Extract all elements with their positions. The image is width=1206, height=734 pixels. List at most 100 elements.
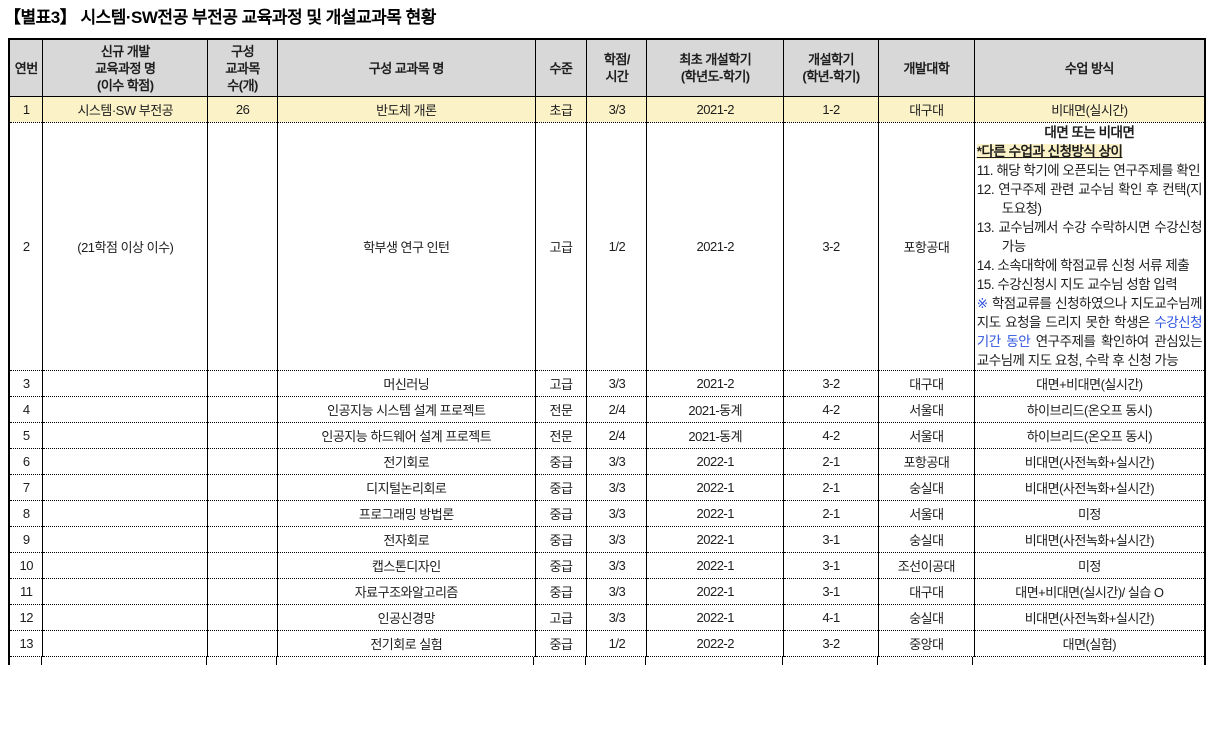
cell-curriculum: [42, 422, 209, 449]
cell-level: 중급: [534, 448, 588, 475]
table-header: 연번 신규 개발 교육과정 명 (이수 학점) 구성 교과목 수(개) 구성 교과목 …: [8, 38, 1206, 97]
page-title: 【별표3】 시스템·SW전공 부전공 교육과정 및 개설교과목 현황: [4, 8, 436, 27]
table-row: 2 (21학점 이상 이수) 학부생 연구 인턴 고급 1/2 2021-2 3-2 포항공대…: [8, 122, 1206, 371]
cell-no: 7: [8, 474, 44, 501]
cell-university: 숭실대: [877, 604, 975, 631]
cell-subject-name: 전기회로: [277, 448, 536, 475]
method-step: 11. 해당 학기에 오픈되는 연구주제를 확인: [976, 163, 1201, 178]
cell-credit-hours: 3/3: [586, 96, 648, 123]
cell-level: 초급: [534, 96, 588, 123]
method-warning: *다른 수업과 신청방식 상이: [976, 144, 1123, 159]
cell-subject-count: [207, 448, 279, 475]
cell-subject-count: [207, 370, 279, 397]
cell-first-semester: 2022-1: [646, 526, 785, 553]
cell-curriculum: [42, 500, 209, 527]
cell-class-method: 대면(실험): [973, 630, 1206, 657]
header-subject-name: 구성 교과목 명: [277, 38, 536, 97]
cell-curriculum: [42, 474, 209, 501]
table-row: 3 머신러닝 고급 3/3 2021-2 3-2 대구대 대면+비대면(실시간): [8, 370, 1206, 397]
cell-first-semester: 2022-1: [646, 552, 785, 579]
cell-university: 서울대: [877, 396, 975, 423]
cell-university: 서울대: [877, 422, 975, 449]
cell-level: 중급: [534, 578, 588, 605]
cell-subject-name: 자료구조와알고리즘: [277, 578, 536, 605]
cell-subject-name: 학부생 연구 인턴: [277, 122, 536, 371]
cell-credit-hours: 1/2: [586, 122, 648, 371]
cell-level: 전문: [534, 396, 588, 423]
cell-subject-count: [207, 630, 279, 657]
cell-curriculum: [42, 526, 209, 553]
cell-class-method: 비대면(사전녹화+실시간): [973, 448, 1206, 475]
cell-university: 숭실대: [877, 526, 975, 553]
cell-no: 9: [8, 526, 44, 553]
cell-subject-count: [207, 122, 279, 371]
cell-class-method: 비대면(사전녹화+실시간): [973, 474, 1206, 501]
cell-curriculum: (21학점 이상 이수): [42, 122, 209, 371]
cell-university: 조선이공대: [877, 552, 975, 579]
header-semester: 개설학기 (학년-학기): [783, 38, 879, 97]
cell-subject-name: 인공신경망: [277, 604, 536, 631]
cell-subject-name: 머신러닝: [277, 370, 536, 397]
table-row: 8 프로그래밍 방법론 중급 3/3 2022-1 2-1 서울대 미정: [8, 500, 1206, 527]
reference-mark-icon: ※: [976, 296, 989, 311]
cell-subject-count: [207, 552, 279, 579]
table-cutoff-strip: [8, 657, 1206, 665]
cell-curriculum: [42, 578, 209, 605]
cell-semester: 3-1: [783, 552, 879, 579]
cell-credit-hours: 2/4: [586, 396, 648, 423]
table-row: 5 인공지능 하드웨어 설계 프로젝트 전문 2/4 2021-동계 4-2 서울대 하이브리…: [8, 422, 1206, 449]
cell-credit-hours: 3/3: [586, 526, 648, 553]
header-class-method: 수업 방식: [973, 38, 1206, 97]
cell-semester: 3-2: [783, 122, 879, 371]
cell-no: 8: [8, 500, 44, 527]
method-step: 13. 교수님께서 수강 수락하시면 수강신청 가능: [976, 220, 1203, 254]
header-row: 연번 신규 개발 교육과정 명 (이수 학점) 구성 교과목 수(개) 구성 교과목 …: [8, 38, 1206, 97]
method-step: 12. 연구주제 관련 교수님 확인 후 컨택(지도요청): [976, 182, 1203, 216]
cell-subject-name: 인공지능 하드웨어 설계 프로젝트: [277, 422, 536, 449]
cell-first-semester: 2021-동계: [646, 396, 785, 423]
header-subject-count: 구성 교과목 수(개): [207, 38, 279, 97]
cell-credit-hours: 3/3: [586, 448, 648, 475]
cell-no: 12: [8, 604, 44, 631]
cell-credit-hours: 3/3: [586, 474, 648, 501]
cell-class-method: 미정: [973, 500, 1206, 527]
cell-curriculum: [42, 396, 209, 423]
cell-level: 중급: [534, 526, 588, 553]
cell-university: 서울대: [877, 500, 975, 527]
cell-curriculum: 시스템·SW 부전공: [42, 96, 209, 123]
header-university: 개발대학: [877, 38, 975, 97]
curriculum-table: 연번 신규 개발 교육과정 명 (이수 학점) 구성 교과목 수(개) 구성 교과목 …: [8, 38, 1206, 657]
cell-level: 중급: [534, 630, 588, 657]
cell-curriculum: [42, 604, 209, 631]
cell-class-method: 비대면(사전녹화+실시간): [973, 526, 1206, 553]
cell-credit-hours: 2/4: [586, 422, 648, 449]
cell-semester: 4-1: [783, 604, 879, 631]
cell-subject-name: 디지털논리회로: [277, 474, 536, 501]
cell-subject-name: 반도체 개론: [277, 96, 536, 123]
header-credit-hours: 학점/ 시간: [586, 38, 648, 97]
cell-semester: 3-2: [783, 630, 879, 657]
cell-level: 중급: [534, 474, 588, 501]
cell-class-method: 대면 또는 비대면 *다른 수업과 신청방식 상이 11. 해당 학기에 오픈되는 …: [973, 122, 1206, 371]
table-row: 7 디지털논리회로 중급 3/3 2022-1 2-1 숭실대 비대면(사전녹화+실시간): [8, 474, 1206, 501]
cell-first-semester: 2022-1: [646, 474, 785, 501]
cell-university: 대구대: [877, 578, 975, 605]
cell-class-method: 하이브리드(온오프 동시): [973, 422, 1206, 449]
cell-credit-hours: 3/3: [586, 500, 648, 527]
method-headline: 대면 또는 비대면: [1044, 125, 1135, 140]
cell-university: 중앙대: [877, 630, 975, 657]
cell-semester: 2-1: [783, 474, 879, 501]
cell-first-semester: 2022-1: [646, 500, 785, 527]
header-level: 수준: [534, 38, 588, 97]
cell-subject-count: [207, 500, 279, 527]
table-row: 1 시스템·SW 부전공 26 반도체 개론 초급 3/3 2021-2 1-2 대구대 비대면(…: [8, 96, 1206, 123]
cell-subject-count: [207, 604, 279, 631]
cell-level: 전문: [534, 422, 588, 449]
cell-no: 5: [8, 422, 44, 449]
cell-semester: 4-2: [783, 422, 879, 449]
cell-no: 3: [8, 370, 44, 397]
cell-class-method: 대면+비대면(실시간): [973, 370, 1206, 397]
cell-semester: 3-1: [783, 578, 879, 605]
cell-class-method: 하이브리드(온오프 동시): [973, 396, 1206, 423]
